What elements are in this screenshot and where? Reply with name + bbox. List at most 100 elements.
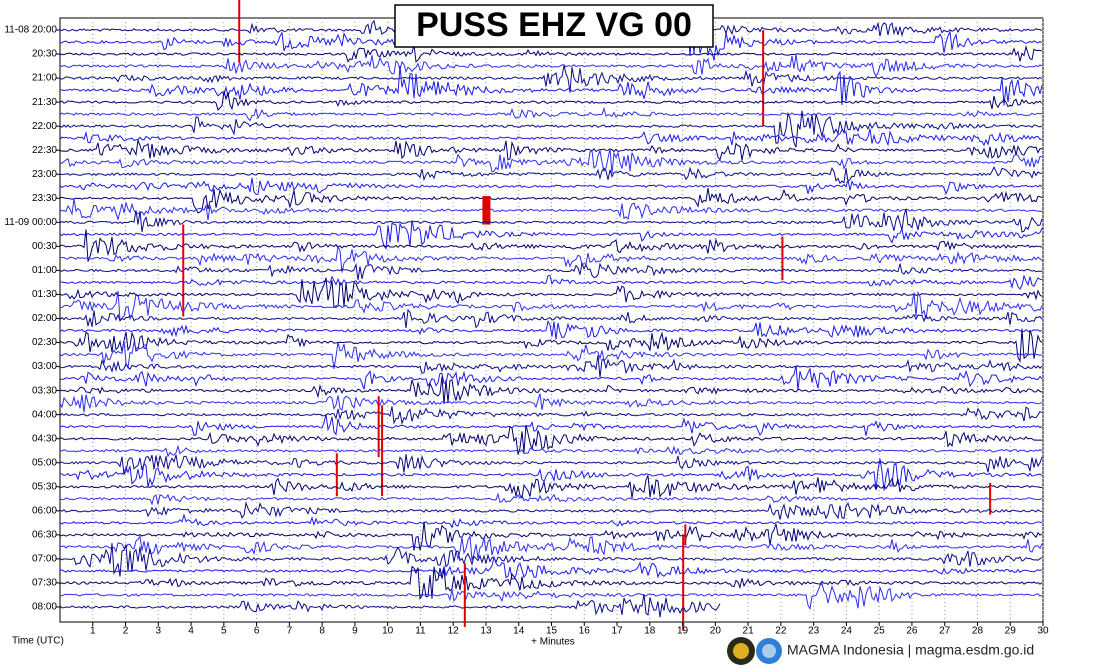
x-tick-label: 4 — [188, 626, 194, 637]
x-tick-label: 5 — [221, 626, 227, 637]
x-tick-label: 29 — [1005, 626, 1017, 637]
trace — [59, 376, 1043, 405]
clipped-event — [238, 0, 241, 63]
trace — [59, 501, 1043, 520]
y-tick-label: 04:30 — [32, 433, 57, 444]
y-tick-label: 23:00 — [32, 169, 57, 180]
trace — [59, 413, 1043, 437]
trace — [59, 454, 1043, 476]
trace — [59, 424, 1043, 455]
y-tick-label: 21:00 — [32, 73, 57, 84]
trace — [59, 444, 1043, 458]
trace — [59, 188, 1043, 214]
clipped-event — [463, 563, 466, 627]
trace — [60, 365, 1043, 391]
trace — [59, 458, 1043, 491]
x-axis-label: + Minutes — [531, 637, 575, 648]
trace — [59, 290, 1043, 322]
trace — [59, 355, 1043, 378]
y-tick-label: 02:00 — [32, 313, 57, 324]
trace — [59, 475, 1042, 499]
clipped-event — [381, 405, 384, 497]
trace — [59, 91, 1043, 111]
footer-text: MAGMA Indonesia | magma.esdm.go.id — [787, 642, 1034, 658]
x-tick-label: 24 — [841, 626, 853, 637]
x-tick-label: 6 — [254, 626, 260, 637]
clipped-event — [682, 535, 685, 631]
trace — [59, 542, 1043, 577]
trace — [59, 148, 1043, 174]
x-tick-label: 21 — [743, 626, 755, 637]
trace — [59, 54, 1043, 78]
x-tick-label: 27 — [939, 626, 951, 637]
trace — [59, 308, 1043, 329]
clipped-event — [377, 396, 380, 458]
y-tick-label: 05:30 — [32, 481, 57, 492]
x-tick-label: 2 — [123, 626, 129, 637]
trace — [59, 44, 1043, 63]
x-tick-label: 7 — [287, 626, 293, 637]
y-axis-label: Time (UTC) — [12, 636, 64, 647]
trace — [59, 534, 1043, 561]
trace — [59, 261, 1043, 280]
y-tick-label: 02:30 — [32, 337, 57, 348]
clipped-event — [182, 224, 185, 317]
trace — [59, 177, 1043, 195]
y-tick-label: 22:00 — [32, 121, 57, 132]
trace — [59, 393, 1043, 413]
x-tick-label: 22 — [775, 626, 787, 637]
clipped-event — [762, 30, 765, 127]
y-tick-label: 04:00 — [32, 409, 57, 420]
trace — [59, 521, 1043, 551]
trace — [59, 406, 1043, 426]
x-tick-label: 26 — [906, 626, 918, 637]
trace — [59, 208, 1043, 233]
clipped-event — [335, 453, 338, 497]
y-tick-label: 01:00 — [32, 265, 57, 276]
x-tick-label: 25 — [874, 626, 886, 637]
y-tick-label: 21:30 — [32, 97, 57, 108]
trace — [59, 198, 1043, 222]
x-tick-label: 13 — [480, 626, 492, 637]
y-tick-label: 06:00 — [32, 505, 57, 516]
y-tick-label: 22:30 — [32, 145, 57, 156]
y-tick-label: 06:30 — [32, 530, 57, 541]
trace — [59, 328, 1043, 363]
trace — [59, 594, 721, 618]
x-tick-label: 10 — [382, 626, 394, 637]
logo-magma-inner — [762, 644, 776, 658]
x-tick-label: 23 — [808, 626, 820, 637]
x-tick-label: 14 — [513, 626, 525, 637]
clipped-event — [781, 236, 784, 281]
x-tick-label: 19 — [677, 626, 689, 637]
y-tick-label: 11-09 00:00 — [4, 217, 57, 228]
trace — [59, 106, 1043, 122]
traces — [59, 0, 1044, 631]
x-tick-label: 9 — [352, 626, 358, 637]
trace — [60, 582, 1043, 611]
x-tick-label: 20 — [710, 626, 722, 637]
y-tick-label: 05:00 — [32, 457, 57, 468]
trace — [59, 513, 1043, 529]
x-tick-label: 30 — [1037, 626, 1049, 637]
x-tick-label: 3 — [156, 626, 162, 637]
y-tick-label: 01:30 — [32, 289, 57, 300]
trace — [59, 128, 1043, 147]
y-tick-label: 03:30 — [32, 385, 57, 396]
trace — [59, 555, 1043, 580]
trace — [59, 110, 1043, 148]
y-tick-label: 03:00 — [32, 361, 57, 372]
trace — [59, 166, 1043, 185]
clipped-event — [482, 196, 491, 225]
y-tick-label: 00:30 — [32, 241, 57, 252]
trace — [59, 565, 1043, 600]
logo-esdm-inner — [733, 643, 749, 659]
x-tick-label: 11 — [415, 626, 426, 637]
x-tick-label: 1 — [90, 626, 96, 637]
trace — [59, 319, 1043, 340]
trace — [59, 65, 1043, 93]
trace — [59, 277, 1043, 309]
x-tick-label: 28 — [972, 626, 984, 637]
y-tick-label: 07:30 — [32, 578, 57, 589]
